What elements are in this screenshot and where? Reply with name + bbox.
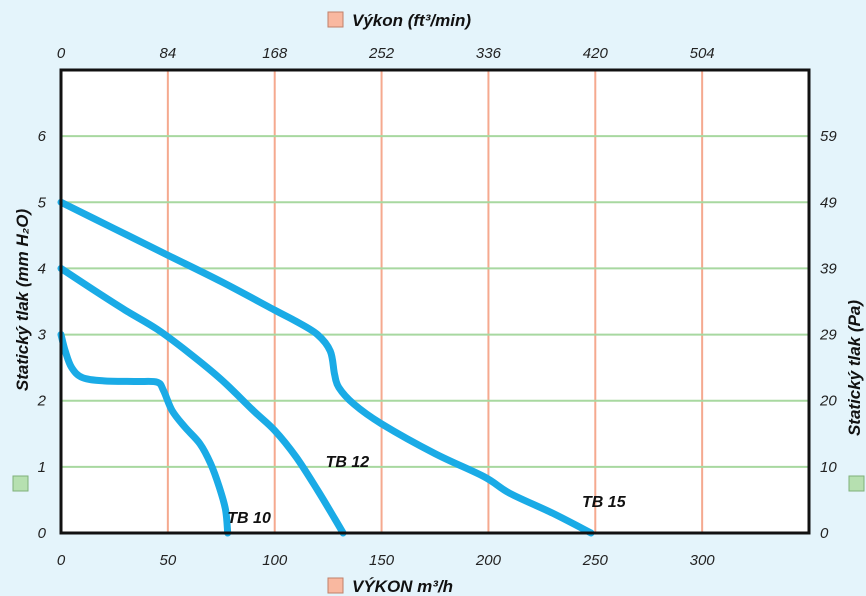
bottom-axis-title: VÝKON m³/h	[352, 577, 453, 596]
bottom-tick-label: 300	[690, 552, 716, 569]
right-tick-label: 39	[820, 260, 837, 277]
bottom-axis-legend-swatch	[327, 577, 344, 594]
top-tick-label: 504	[690, 45, 715, 62]
right-tick-label: 49	[820, 194, 837, 211]
right-tick-label: 59	[820, 128, 837, 145]
right-tick-label: 29	[819, 327, 837, 344]
top-tick-label: 0	[57, 45, 66, 62]
left-tick-label: 4	[38, 260, 46, 277]
left-tick-label: 5	[38, 194, 47, 211]
series-labels: TB 10 TB 12 TB 15	[227, 454, 626, 527]
bottom-tick-label: 50	[160, 552, 177, 569]
series-label: TB 12	[326, 454, 370, 471]
series-line-tb-12	[57, 264, 347, 537]
right-axis-legend-swatch	[848, 475, 865, 492]
bottom-tick-label: 100	[262, 552, 288, 569]
left-tick-label: 2	[37, 393, 47, 410]
grid-lines	[61, 70, 809, 533]
series-line-tb-10	[57, 331, 232, 537]
right-tick-label: 10	[820, 459, 837, 476]
left-tick-label: 6	[38, 128, 47, 145]
top-tick-label: 336	[476, 45, 502, 62]
bottom-tick-label: 250	[582, 552, 609, 569]
top-axis-title: Výkon (ft³/min)	[352, 11, 471, 30]
left-axis-title: Statický tlak (mm H₂O)	[13, 209, 32, 392]
series-lines	[57, 198, 595, 537]
series-label: TB 15	[582, 494, 627, 511]
left-axis-legend-swatch	[12, 475, 29, 492]
series-line-tb-15	[57, 198, 595, 537]
bottom-tick-label: 150	[369, 552, 395, 569]
top-axis-legend-swatch	[327, 11, 344, 28]
bottom-tick-label: 200	[475, 552, 502, 569]
right-tick-label: 20	[819, 393, 837, 410]
bottom-tick-label: 0	[57, 552, 66, 569]
series-label: TB 10	[227, 510, 271, 527]
left-tick-label: 0	[38, 525, 47, 542]
top-tick-label: 84	[160, 45, 177, 62]
top-tick-label: 252	[368, 45, 395, 62]
top-tick-label: 168	[262, 45, 288, 62]
right-axis-title: Statický tlak (Pa)	[845, 300, 864, 436]
top-tick-label: 420	[583, 45, 609, 62]
plot-frame	[59, 68, 811, 535]
right-tick-label: 0	[820, 525, 829, 542]
left-tick-label: 3	[38, 327, 47, 344]
left-tick-label: 1	[38, 459, 46, 476]
plot-area	[61, 70, 809, 533]
